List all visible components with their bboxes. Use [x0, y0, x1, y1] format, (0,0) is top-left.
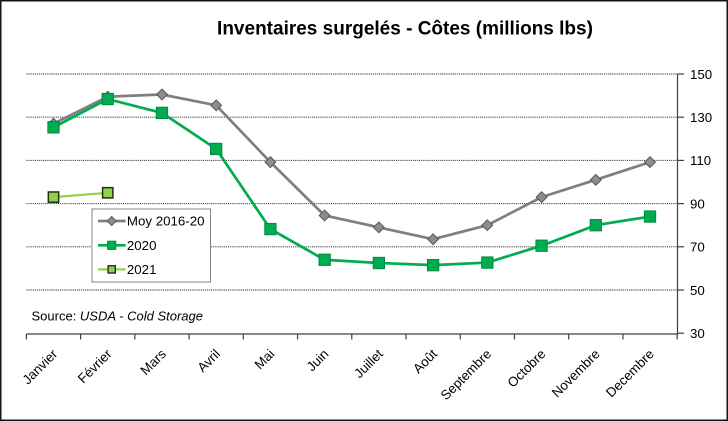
- svg-text:130: 130: [690, 110, 712, 125]
- svg-text:Source: USDA - Cold Storage: Source: USDA - Cold Storage: [32, 308, 204, 323]
- svg-text:110: 110: [690, 153, 711, 168]
- svg-text:2020: 2020: [127, 238, 157, 253]
- svg-text:2021: 2021: [127, 262, 157, 277]
- svg-text:Inventaires surgelés - Côtes (: Inventaires surgelés - Côtes (millions l…: [217, 18, 593, 39]
- svg-text:70: 70: [690, 240, 705, 255]
- svg-text:150: 150: [690, 67, 712, 82]
- svg-text:90: 90: [690, 196, 705, 211]
- svg-text:Moy 2016-20: Moy 2016-20: [127, 214, 205, 229]
- svg-text:30: 30: [690, 326, 705, 341]
- svg-text:50: 50: [690, 283, 705, 298]
